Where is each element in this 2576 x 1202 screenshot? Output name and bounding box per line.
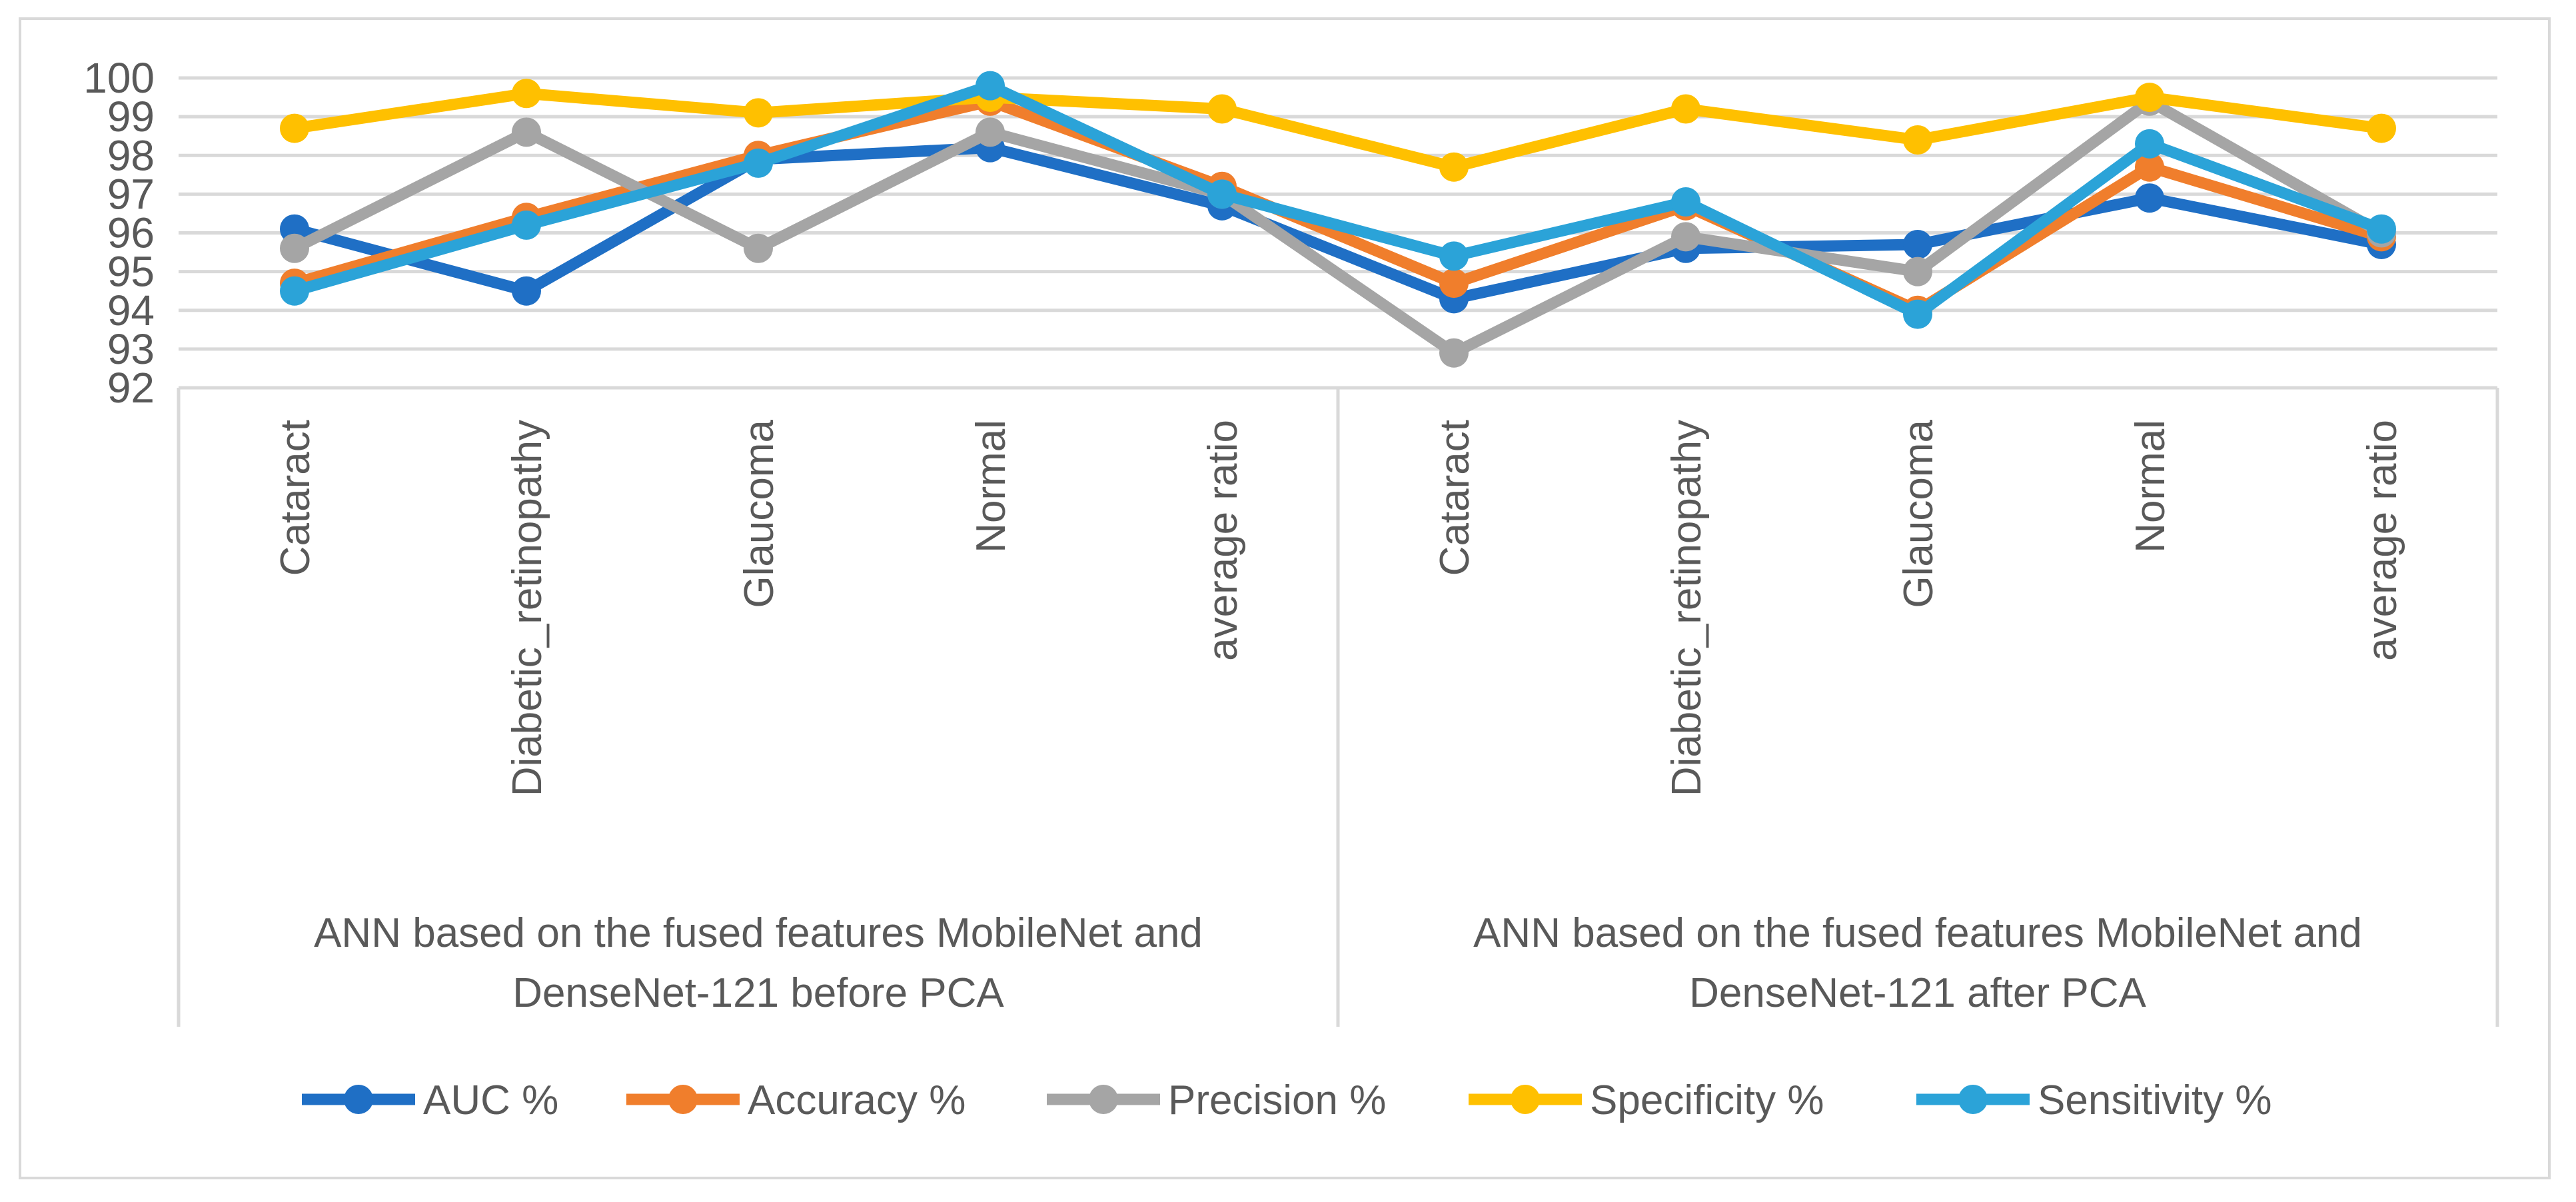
legend-item: Sensitivity % xyxy=(1916,1077,2271,1123)
legend-item: AUC % xyxy=(302,1077,558,1123)
legend-swatch-marker xyxy=(1089,1085,1118,1114)
series-line xyxy=(293,142,2383,304)
legend: AUC % Accuracy % Precision % Specificity % S… xyxy=(302,1077,2271,1123)
legend-label: Precision % xyxy=(1168,1077,1386,1123)
data-point xyxy=(975,117,1005,147)
y-tick-label: 95 xyxy=(107,248,155,296)
data-point xyxy=(1903,125,1932,155)
data-point xyxy=(1207,179,1237,209)
data-point xyxy=(280,233,309,263)
category-label: Cataract xyxy=(273,420,319,576)
data-point xyxy=(1207,94,1237,124)
legend-label: Accuracy % xyxy=(748,1077,966,1123)
y-tick-label: 92 xyxy=(107,364,155,412)
category-label: average ratio xyxy=(1200,420,1246,661)
category-label: Glaucoma xyxy=(1896,419,1942,608)
data-point xyxy=(1671,94,1700,124)
legend-item: Accuracy % xyxy=(626,1077,966,1123)
data-point xyxy=(512,117,541,147)
data-point xyxy=(744,98,773,128)
legend-swatch-marker xyxy=(668,1085,698,1114)
series-line xyxy=(293,80,2383,320)
y-tick-label: 98 xyxy=(107,131,155,179)
gridlines xyxy=(179,76,2497,351)
legend-item: Precision % xyxy=(1047,1077,1386,1123)
y-tick-label: 96 xyxy=(107,209,155,257)
category-label: Cataract xyxy=(1432,420,1478,576)
y-tick-label: 97 xyxy=(107,170,155,218)
legend-label: AUC % xyxy=(423,1077,558,1123)
group-labels: ANN based on the fused features MobileNe… xyxy=(314,910,2362,1016)
data-point xyxy=(280,113,309,143)
category-labels: Cataract Diabetic_retinopathy Glaucoma Norm… xyxy=(273,419,2405,796)
group-label: ANN based on the fused features MobileNe… xyxy=(1473,910,2362,956)
data-point xyxy=(280,276,309,306)
data-point xyxy=(2367,214,2396,244)
data-point xyxy=(1903,299,1932,329)
y-tick-label: 99 xyxy=(107,93,155,141)
legend-swatch-marker xyxy=(344,1085,373,1114)
series-line xyxy=(293,87,2383,173)
axes xyxy=(177,386,2499,1027)
data-point xyxy=(744,233,773,263)
category-label: Normal xyxy=(2128,420,2174,553)
y-tick-label: 94 xyxy=(107,287,155,334)
data-point xyxy=(1671,187,1700,217)
series-lines xyxy=(280,71,2396,368)
data-point xyxy=(2135,129,2164,159)
y-tick-label: 100 xyxy=(83,54,155,102)
legend-label: Sensitivity % xyxy=(2038,1077,2271,1123)
category-label: average ratio xyxy=(2359,420,2405,661)
legend-swatch-marker xyxy=(1958,1085,1988,1114)
data-point xyxy=(512,276,541,306)
group-label: DenseNet-121 after PCA xyxy=(1689,970,2146,1016)
data-point xyxy=(1439,269,1469,299)
data-point xyxy=(1903,257,1932,287)
category-label: Diabetic_retinopathy xyxy=(1664,420,1710,796)
data-point xyxy=(512,79,541,109)
data-point xyxy=(512,210,541,240)
data-point xyxy=(2135,83,2164,113)
data-point xyxy=(2135,183,2164,213)
data-point xyxy=(1439,241,1469,271)
y-tick-label: 93 xyxy=(107,325,155,373)
category-label: Normal xyxy=(968,420,1014,553)
data-point xyxy=(1903,229,1932,259)
series-sensitivity xyxy=(280,71,2396,329)
category-label: Glaucoma xyxy=(736,419,782,608)
data-point xyxy=(1671,222,1700,252)
category-label: Diabetic_retinopathy xyxy=(504,420,550,796)
data-point xyxy=(2135,152,2164,182)
data-point xyxy=(744,148,773,178)
legend-label: Specificity % xyxy=(1590,1077,1824,1123)
group-label: DenseNet-121 before PCA xyxy=(512,970,1004,1016)
data-point xyxy=(1439,338,1469,368)
legend-swatch-marker xyxy=(1511,1085,1540,1114)
group-label: ANN based on the fused features MobileNe… xyxy=(314,910,1203,956)
data-point xyxy=(2367,113,2396,143)
data-point xyxy=(1439,152,1469,182)
legend-item: Specificity % xyxy=(1469,1077,1824,1123)
data-point xyxy=(975,71,1005,101)
